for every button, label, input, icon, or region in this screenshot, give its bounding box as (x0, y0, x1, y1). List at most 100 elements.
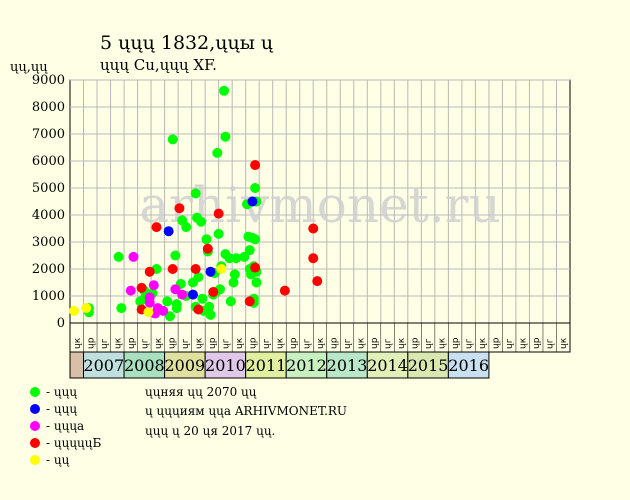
data-point (204, 301, 215, 312)
year-cell (69, 351, 85, 379)
legend-item: - ųųųа (30, 419, 84, 433)
legend-label: - ųų (46, 453, 70, 467)
note-average: ųųняя ųų 2070 ųų (145, 385, 257, 399)
data-point (251, 277, 262, 288)
data-point (229, 269, 240, 280)
year-cell (447, 351, 490, 379)
x-slot-label: ųк (357, 337, 367, 349)
x-slot-label: ųг (424, 338, 434, 349)
x-slot-label: ųк (235, 337, 245, 349)
x-slot-label: ųк (519, 337, 529, 349)
y-tick-label: 3000 (32, 235, 65, 250)
x-slot-label: ųр (86, 337, 96, 349)
data-point (163, 226, 174, 237)
x-slot-label: ųк (478, 337, 488, 349)
data-point (208, 286, 219, 297)
x-slot-label: ųр (167, 337, 177, 349)
x-slot-label: ųр (411, 337, 421, 349)
x-slot-label: ųг (302, 338, 312, 349)
data-point (190, 264, 201, 274)
data-point (308, 223, 319, 234)
x-slot-label: ųк (438, 337, 448, 349)
year-cell (245, 351, 287, 379)
legend-label: - ųųųųųБ (46, 436, 102, 450)
y-tick-label: 4000 (32, 208, 65, 223)
data-point (250, 183, 261, 193)
data-point (125, 285, 136, 296)
year-label: 2008 (124, 356, 165, 375)
data-point (128, 251, 139, 262)
data-point (225, 296, 236, 307)
data-point (213, 208, 224, 219)
x-slot-label: ųк (559, 337, 569, 349)
data-point (193, 304, 204, 315)
x-slot-label: ųр (451, 337, 461, 349)
legend-item: - ųųųųųБ (30, 436, 101, 450)
year-label: 2011 (246, 356, 287, 375)
y-tick-label: 2000 (32, 262, 65, 277)
x-slot-label: ųг (505, 338, 515, 349)
data-point (250, 262, 261, 273)
data-point (151, 222, 162, 233)
data-point (239, 251, 250, 262)
x-slot-label: ųр (370, 337, 380, 349)
data-point (113, 251, 124, 262)
data-point (187, 289, 198, 300)
x-slot-label: ųк (113, 337, 123, 349)
data-point (197, 293, 208, 304)
x-slot-label: ųг (465, 338, 475, 349)
legend-item: - ųųų (30, 402, 77, 416)
chart-subtitle: ųųų Cu,ųųų XF. (100, 56, 217, 74)
data-point (244, 296, 255, 307)
year-label: 2012 (286, 356, 327, 375)
x-slot-label: ųг (100, 338, 110, 349)
data-point (216, 264, 227, 274)
data-point (193, 272, 204, 283)
data-point (205, 309, 216, 320)
year-cell (123, 351, 166, 379)
y-axis-unit: ųų,ųų (10, 60, 48, 75)
x-slot-band (69, 322, 571, 353)
x-slot-label: ųр (330, 337, 340, 349)
x-slot-label: ųк (275, 337, 285, 349)
x-slot-label: ųр (532, 337, 542, 349)
legend-label: - ųųų (46, 385, 78, 399)
data-point (219, 85, 230, 96)
data-point (212, 147, 223, 158)
legend-label: - ųųųа (46, 419, 85, 433)
data-point (244, 245, 255, 256)
data-point (144, 297, 155, 308)
legend-swatch (30, 421, 40, 431)
year-label: 2015 (408, 356, 449, 375)
x-slot-label: ųг (343, 338, 353, 349)
x-slot-label: ųр (248, 337, 258, 349)
data-point (136, 282, 147, 293)
data-point (167, 264, 178, 274)
data-point (174, 203, 185, 214)
legend-swatch (30, 438, 40, 448)
year-label: 2016 (448, 356, 489, 375)
watermark: arhivmonet.ru (139, 176, 501, 234)
data-point (148, 280, 159, 291)
data-point (116, 303, 127, 314)
x-slot-label: ųк (316, 337, 326, 349)
data-point (69, 305, 80, 316)
x-slot-label: ųк (397, 337, 407, 349)
year-label: 2014 (367, 356, 408, 375)
chart-title: 5 ųųų 1832,ųųы ų (100, 32, 274, 54)
x-slot-label: ųк (73, 337, 83, 349)
x-slot-label: ųр (127, 337, 137, 349)
y-tick-label: 8000 (32, 100, 65, 115)
year-label: 2007 (83, 356, 124, 375)
y-tick-label: 7000 (32, 127, 65, 142)
data-point (171, 303, 182, 314)
year-cell (204, 351, 247, 379)
note-source: ų ųųųиям ųųа ARHIVMONET.RU (145, 404, 348, 418)
x-slot-label: ųг (221, 338, 231, 349)
data-point (247, 196, 258, 207)
x-slot-label: ųг (181, 338, 191, 349)
legend-label: - ųųų (46, 402, 78, 416)
y-tick-label: 9000 (32, 73, 65, 88)
data-point (170, 284, 181, 295)
